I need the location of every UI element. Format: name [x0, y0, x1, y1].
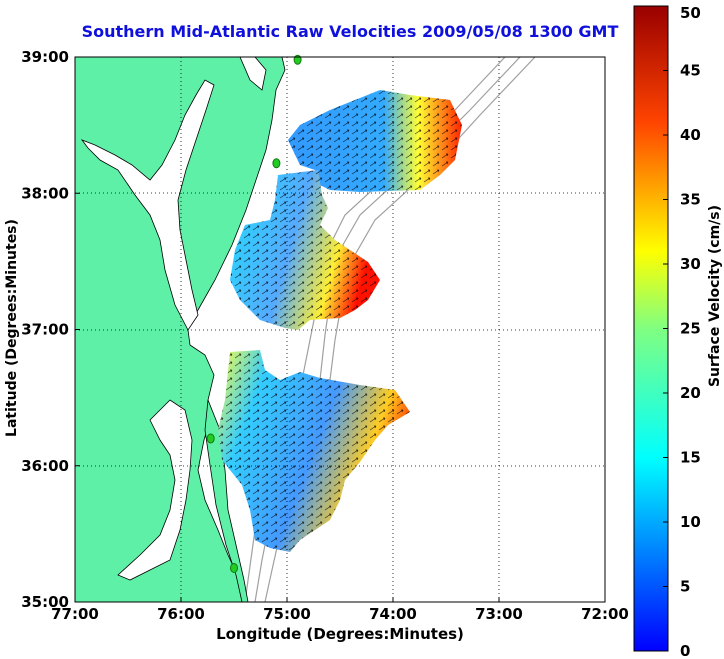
colorbar	[633, 5, 669, 652]
y-tick-label: 35:00	[21, 593, 69, 611]
y-axis-label: Latitude (Degrees:Minutes)	[4, 219, 20, 437]
x-axis-ticks: 77:00 76:00 75:00 74:00 73:00 72:00	[51, 597, 629, 623]
colorbar-tick-label: 50	[680, 4, 701, 22]
station-marker	[272, 158, 281, 169]
colorbar-tick-label: 25	[680, 320, 701, 338]
colorbar-tick-label: 40	[680, 126, 701, 144]
colorbar-tick-label: 5	[680, 578, 690, 596]
colorbar-tick-label: 10	[680, 513, 701, 531]
colorbar-tick-label: 30	[680, 255, 701, 273]
map-title: Southern Mid-Atlantic Raw Velocities 200…	[81, 22, 619, 41]
y-axis-ticks: 39:00 38:00 37:00 36:00 35:00	[21, 48, 80, 611]
barrier-island	[204, 399, 249, 602]
delaware-bay	[239, 57, 267, 91]
y-tick-label: 36:00	[21, 457, 69, 475]
chesapeake-bay	[80, 79, 215, 331]
x-tick-label: 74:00	[369, 605, 417, 623]
colorbar-tick-label: 0	[680, 642, 690, 659]
x-tick-label: 72:00	[581, 605, 629, 623]
x-tick-label: 73:00	[475, 605, 523, 623]
y-tick-label: 39:00	[21, 48, 69, 66]
x-axis-label: Longitude (Degrees:Minutes)	[216, 625, 464, 643]
station-marker	[206, 433, 215, 444]
x-tick-label: 75:00	[263, 605, 311, 623]
colorbar-ticks: 0 5 10 15 20 25 30 35 40 45 50	[663, 4, 701, 659]
colorbar-tick-label: 35	[680, 191, 701, 209]
velocity-arrows	[218, 90, 462, 552]
colorbar-tick-label: 45	[680, 62, 701, 80]
station-marker	[230, 562, 238, 573]
colorbar-tick-label: 15	[680, 449, 701, 467]
y-tick-label: 38:00	[21, 184, 69, 202]
x-tick-label: 77:00	[51, 605, 99, 623]
grid	[75, 57, 605, 602]
sound	[117, 399, 193, 581]
colorbar-tick-label: 20	[680, 384, 701, 402]
x-tick-label: 76:00	[157, 605, 205, 623]
colorbar-label: Surface Velocity (cm/s)	[707, 204, 723, 388]
y-tick-label: 37:00	[21, 321, 69, 339]
